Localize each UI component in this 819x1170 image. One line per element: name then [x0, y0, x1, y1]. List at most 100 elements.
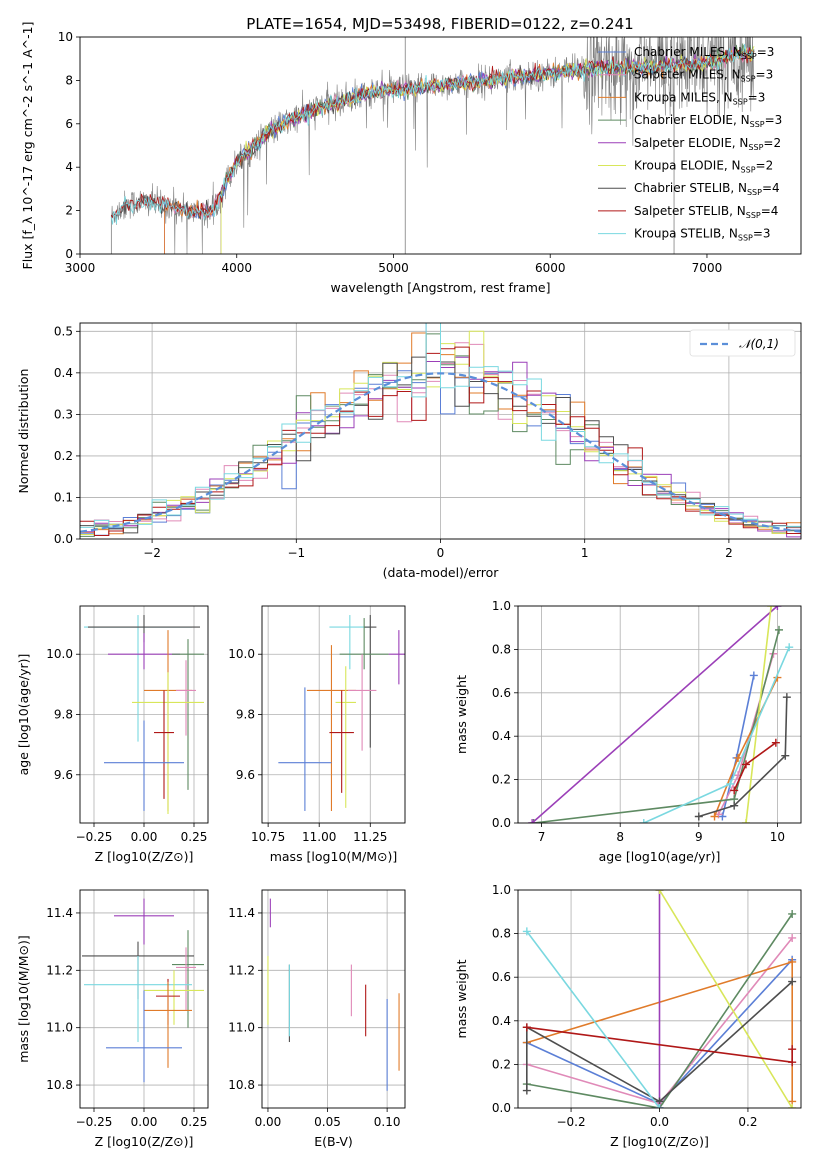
- x-axis-label: mass [log10(M/M⊙)]: [270, 849, 398, 864]
- legend-label: Salpeter STELIB, NSSP=4: [634, 204, 778, 220]
- weight-marker: [529, 819, 538, 823]
- y-tick-label: 4: [65, 160, 73, 174]
- point-kroupa-stelib: [84, 615, 192, 742]
- x-tick-label: 0.25: [181, 1115, 208, 1129]
- y-tick-label: 10.0: [228, 647, 255, 661]
- point-chabrier-stelib: [364, 615, 377, 748]
- weight-marker: [785, 643, 794, 652]
- y-tick-label: 8: [65, 73, 73, 87]
- plot-area-residuals: [80, 323, 801, 538]
- y-tick-label: 9.6: [54, 768, 73, 782]
- x-axis-label: Z [log10(Z/Z⊙)]: [95, 1134, 194, 1149]
- weight-marker: [788, 1104, 797, 1108]
- spectrum-legend: Chabrier MILES, NSSP=3 Salpeter MILES, NS…: [598, 45, 782, 243]
- weight-marker: [767, 606, 776, 610]
- plot-area-age_vs_z: [84, 615, 204, 814]
- x-tick-label: 2: [725, 546, 733, 560]
- panel-age_vs_z: −0.25 0.00 0.25 9.6 9.8 10.0 Z [log10(Z/Z⊙)] ag…: [16, 605, 209, 864]
- plot-area-mass_vs_z: [82, 898, 204, 1083]
- point-kroupa-miles: [306, 645, 356, 811]
- y-tick-label: 10: [58, 30, 73, 44]
- y-tick-label: 11.4: [228, 906, 255, 920]
- point-salpeter-elodie: [114, 898, 174, 945]
- weight-marker: [788, 933, 797, 942]
- plot-area-age_vs_mass: [278, 615, 405, 811]
- point-chabrier-elodie: [172, 639, 204, 790]
- point-chabrier-elodie: [172, 930, 204, 1028]
- x-axis-label: wavelength [Angstrom, rest frame]: [330, 280, 550, 295]
- axes-frame: [79, 36, 802, 255]
- weight-marker: [788, 1058, 797, 1067]
- panel-weight_vs_z: −0.2 0.0 0.2 0.0 0.2 0.4 0.6 0.8 1.0 Z [log10(Z/Z…: [454, 883, 802, 1149]
- legend-box: [689, 329, 796, 357]
- y-tick-label: 0.5: [54, 324, 73, 338]
- point-kroupa-stelib: [84, 955, 192, 1043]
- axes-frame: [261, 605, 406, 824]
- x-tick-label: 5000: [378, 261, 409, 275]
- y-tick-label: 11.0: [46, 1021, 73, 1035]
- y-tick-label: 0.6: [492, 686, 511, 700]
- legend-label: Kroupa STELIB, NSSP=3: [634, 227, 771, 243]
- weight-line-salpeter-elodie: [531, 606, 778, 823]
- legend-label: Salpeter ELODIE, NSSP=2: [634, 136, 781, 152]
- weight-marker: [710, 812, 719, 821]
- weight-marker: [522, 1086, 531, 1095]
- y-tick-label: 9.8: [54, 708, 73, 722]
- y-tick-label: 0.6: [492, 970, 511, 984]
- x-tick-label: 4000: [221, 261, 252, 275]
- weight-line-kroupa-elodie: [745, 606, 772, 823]
- weight-line-kroupa-elodie: [658, 890, 793, 1108]
- y-tick-label: 6: [65, 117, 73, 131]
- weight-marker: [730, 786, 739, 795]
- axes-frame: [79, 605, 209, 824]
- point-salpeter-miles: [176, 947, 196, 1011]
- y-axis-label: mass weight: [454, 959, 469, 1038]
- weight-marker: [730, 801, 739, 810]
- legend-label: Chabrier STELIB, NSSP=4: [634, 181, 780, 197]
- point-salpeter-miles: [176, 660, 196, 736]
- x-tick-label: 1: [581, 546, 589, 560]
- y-tick-label: 0.3: [54, 407, 73, 421]
- point-kroupa-elodie: [132, 672, 204, 814]
- point-chabrier-miles: [106, 990, 182, 1083]
- point-chabrier-miles: [104, 720, 184, 811]
- y-tick-label: 0.8: [492, 927, 511, 941]
- point-salpeter-elodie: [388, 630, 405, 685]
- weight-marker: [782, 693, 791, 702]
- weight-line-kroupa-stelib: [526, 930, 661, 1108]
- x-tick-label: 11.25: [353, 830, 387, 844]
- y-tick-label: 0.0: [492, 1101, 511, 1115]
- y-tick-label: 0.2: [492, 1057, 511, 1071]
- axes-frame: [79, 889, 209, 1109]
- y-tick-label: 0.4: [492, 729, 511, 743]
- weight-marker: [788, 909, 797, 918]
- y-axis-label: Normed distribution: [16, 369, 31, 494]
- weight-marker: [781, 751, 790, 760]
- x-axis-label: (data-model)/error: [383, 565, 500, 580]
- weight-line-salpeter-miles: [717, 653, 775, 815]
- x-tick-label: 0.0: [650, 1115, 669, 1129]
- axes-frame: [79, 322, 802, 540]
- y-tick-label: 0.2: [54, 449, 73, 463]
- x-tick-label: 0.05: [314, 1115, 341, 1129]
- y-tick-label: 11.4: [46, 906, 73, 920]
- axes-frame: [517, 605, 802, 824]
- weight-marker: [694, 812, 703, 821]
- y-tick-label: 0.4: [54, 366, 73, 380]
- x-tick-label: −1: [287, 546, 305, 560]
- panel-mass_vs_z: −0.25 0.00 0.25 10.8 11.0 11.2 11.4 Z [log10(Z/…: [16, 889, 209, 1149]
- x-tick-label: 0.00: [131, 830, 158, 844]
- plot-area-spectrum: [110, 37, 755, 254]
- y-axis-label: age [log10(age/yr)]: [16, 654, 31, 776]
- point-salpeter-stelib: [154, 690, 174, 799]
- x-axis-label: age [log10(age/yr)]: [599, 849, 721, 864]
- weight-line-chabrier-stelib: [525, 981, 793, 1103]
- y-tick-label: 0.8: [492, 642, 511, 656]
- y-tick-label: 2: [65, 204, 73, 218]
- y-tick-label: 0.2: [492, 773, 511, 787]
- weight-marker: [774, 625, 783, 634]
- y-tick-label: 9.6: [236, 768, 255, 782]
- x-tick-label: 6000: [535, 261, 566, 275]
- point-kroupa-elodie: [144, 970, 204, 1025]
- weight-marker: [749, 671, 758, 680]
